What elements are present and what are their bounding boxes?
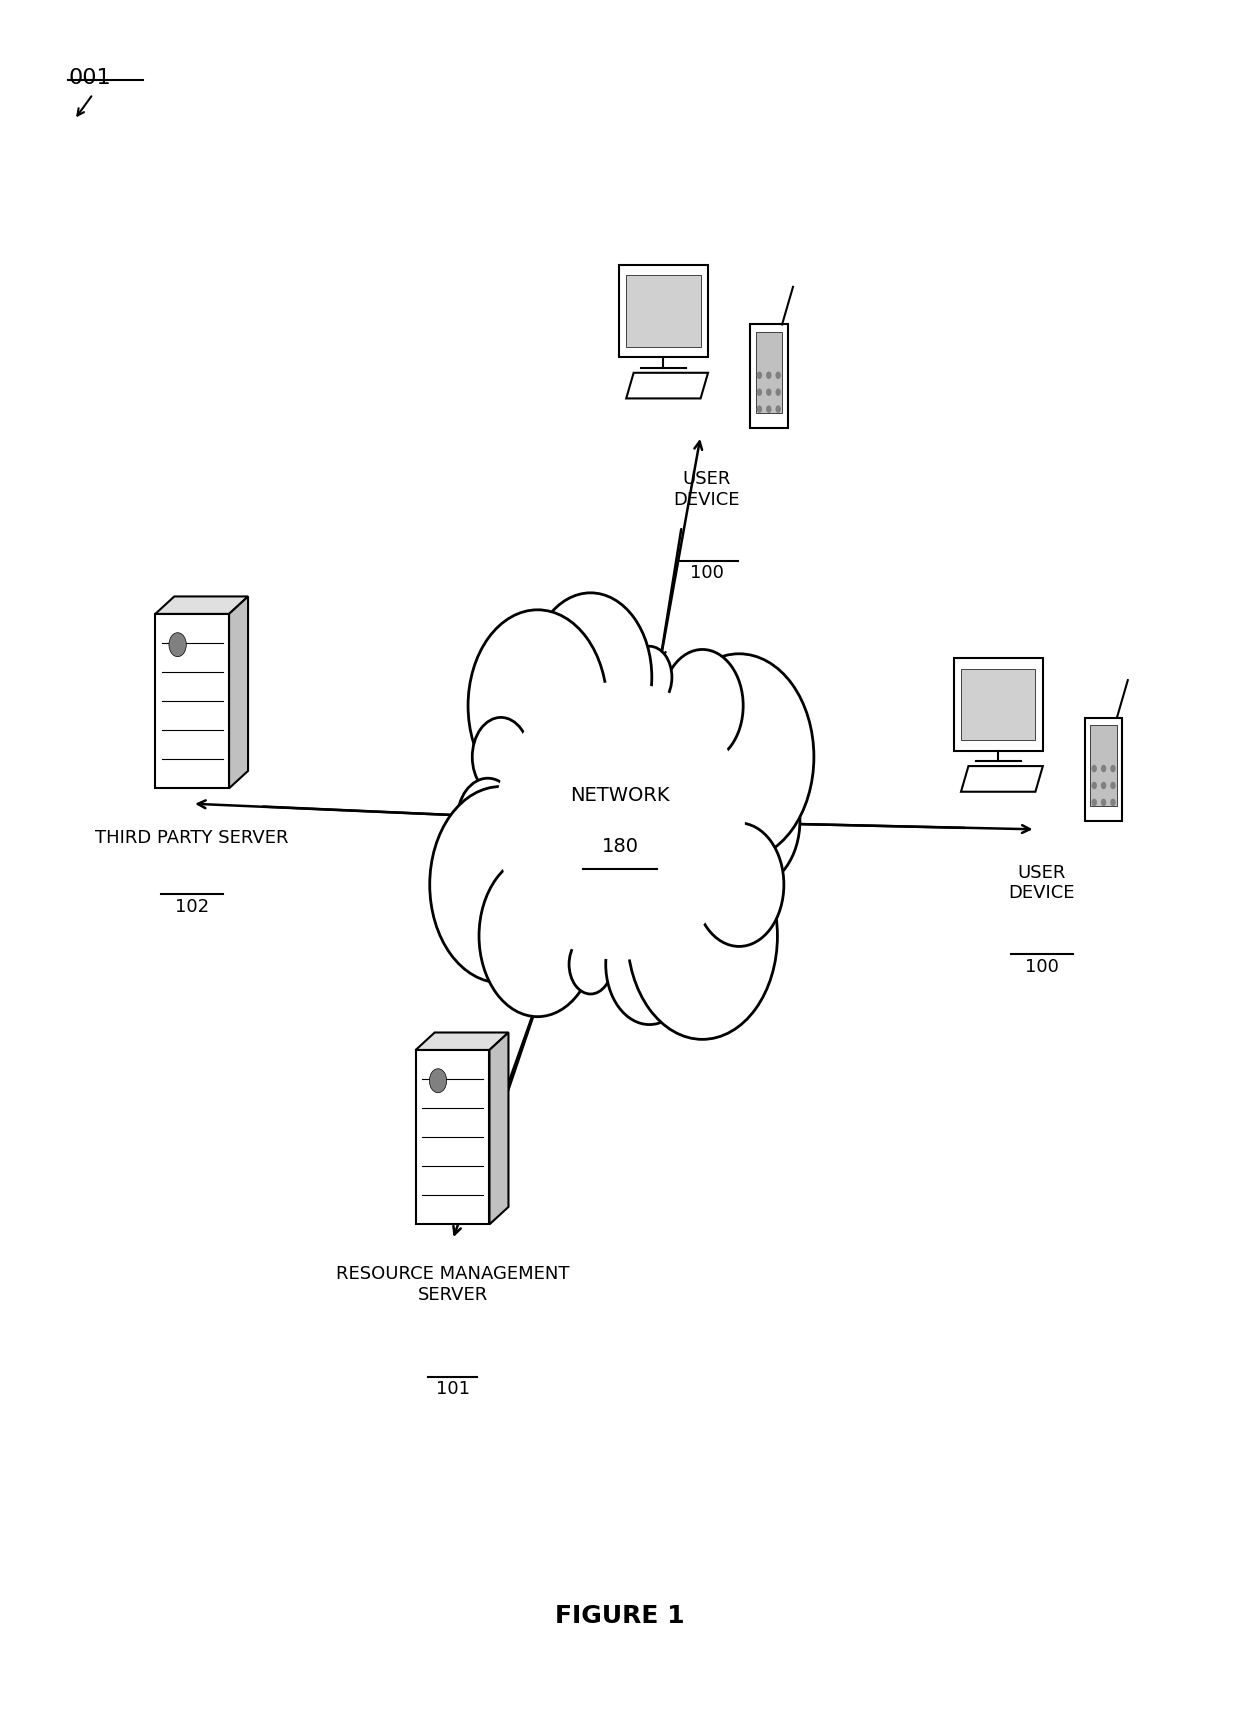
Circle shape: [1091, 799, 1097, 805]
Polygon shape: [626, 275, 701, 347]
Circle shape: [662, 650, 743, 763]
Circle shape: [775, 405, 781, 412]
Polygon shape: [750, 325, 787, 428]
Circle shape: [169, 633, 186, 657]
Text: USER
DEVICE: USER DEVICE: [673, 470, 740, 510]
Circle shape: [1101, 764, 1106, 773]
Text: 100: 100: [1024, 958, 1059, 976]
Ellipse shape: [495, 682, 745, 959]
Circle shape: [1101, 781, 1106, 790]
Circle shape: [1091, 781, 1097, 790]
Polygon shape: [626, 373, 708, 398]
Circle shape: [429, 1069, 446, 1093]
Circle shape: [766, 405, 771, 412]
Polygon shape: [155, 614, 229, 788]
Circle shape: [766, 371, 771, 380]
Text: 100: 100: [689, 564, 724, 583]
Circle shape: [456, 778, 518, 864]
Text: RESOURCE MANAGEMENT
SERVER: RESOURCE MANAGEMENT SERVER: [336, 1265, 569, 1305]
Circle shape: [775, 371, 781, 380]
Text: FIGURE 1: FIGURE 1: [556, 1604, 684, 1628]
Polygon shape: [755, 332, 782, 412]
Circle shape: [627, 833, 777, 1040]
Ellipse shape: [475, 660, 765, 982]
Circle shape: [605, 905, 693, 1024]
Circle shape: [1110, 799, 1116, 805]
Text: 102: 102: [175, 898, 210, 917]
Circle shape: [529, 593, 652, 761]
Circle shape: [756, 405, 763, 412]
Text: USER
DEVICE: USER DEVICE: [1008, 864, 1075, 903]
Polygon shape: [954, 658, 1043, 751]
Circle shape: [665, 653, 813, 860]
Circle shape: [569, 935, 613, 994]
Polygon shape: [961, 669, 1035, 740]
Polygon shape: [490, 1033, 508, 1224]
Circle shape: [775, 388, 781, 397]
Polygon shape: [415, 1033, 508, 1050]
Circle shape: [756, 388, 763, 397]
Circle shape: [1091, 764, 1097, 773]
Polygon shape: [155, 597, 248, 614]
Circle shape: [1110, 764, 1116, 773]
Circle shape: [694, 823, 784, 946]
Polygon shape: [1090, 725, 1117, 805]
Circle shape: [430, 787, 572, 983]
Text: THIRD PARTY SERVER: THIRD PARTY SERVER: [95, 829, 289, 848]
Circle shape: [467, 610, 608, 802]
Text: NETWORK: NETWORK: [570, 785, 670, 805]
Circle shape: [756, 371, 763, 380]
Circle shape: [1110, 781, 1116, 790]
Circle shape: [766, 388, 771, 397]
Polygon shape: [619, 265, 708, 357]
Polygon shape: [961, 766, 1043, 792]
Text: 001: 001: [68, 68, 110, 89]
Text: 101: 101: [435, 1380, 470, 1399]
Circle shape: [472, 718, 529, 797]
Circle shape: [479, 855, 596, 1017]
Polygon shape: [1085, 718, 1122, 821]
Text: 180: 180: [601, 836, 639, 857]
Circle shape: [704, 756, 800, 886]
Circle shape: [627, 646, 672, 708]
Polygon shape: [415, 1050, 490, 1224]
Polygon shape: [229, 597, 248, 788]
Circle shape: [1101, 799, 1106, 805]
